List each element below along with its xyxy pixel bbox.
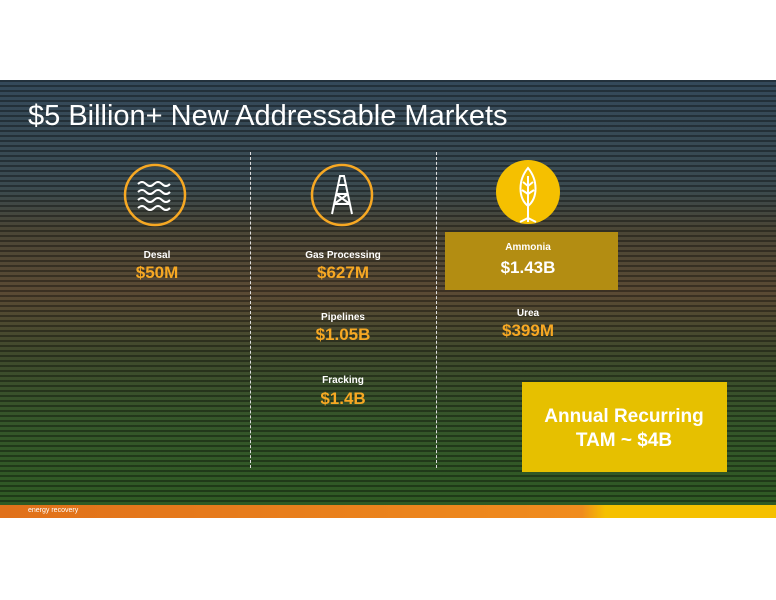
market-label: Ammonia [505,242,551,253]
market-value: $1.05B [315,325,371,344]
desal-icon [123,163,187,227]
gas-icon [310,163,374,227]
market-value: $1.4B [320,389,366,408]
market-value: $627M [317,263,369,282]
summary-box [522,382,727,472]
title: $5 Billion+ New Addressable Markets [28,100,508,132]
market-label: Gas Processing [305,250,381,261]
market-label: Pipelines [321,312,365,323]
logo: energy recovery [28,507,79,514]
summary-line: TAM ~ $4B [575,430,673,451]
market-label: Fracking [322,375,364,386]
derrick [331,175,353,215]
highlight-box [445,232,618,290]
summary-line: Annual Recurring [544,406,704,427]
footer-bar [0,505,776,518]
market-value: $1.43B [500,258,556,277]
divider [436,152,437,468]
market-label: Desal [143,250,171,261]
market-value: $50M [135,263,179,282]
leaf [519,166,537,223]
market-value: $399M [502,321,554,340]
waves [137,181,171,211]
market-label: Urea [516,308,540,319]
divider [250,152,251,468]
